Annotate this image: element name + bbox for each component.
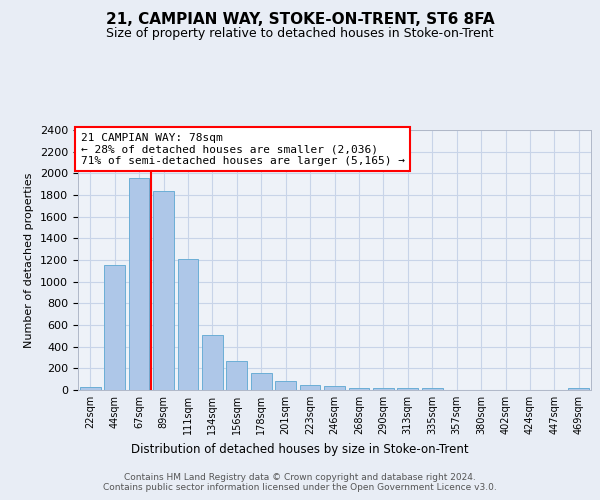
Text: 21, CAMPIAN WAY, STOKE-ON-TRENT, ST6 8FA: 21, CAMPIAN WAY, STOKE-ON-TRENT, ST6 8FA: [106, 12, 494, 28]
Text: Contains HM Land Registry data © Crown copyright and database right 2024.: Contains HM Land Registry data © Crown c…: [124, 472, 476, 482]
Text: 21 CAMPIAN WAY: 78sqm
← 28% of detached houses are smaller (2,036)
71% of semi-d: 21 CAMPIAN WAY: 78sqm ← 28% of detached …: [80, 132, 404, 166]
Bar: [373, 388, 394, 390]
Bar: [299, 385, 320, 390]
Bar: [226, 362, 247, 390]
Bar: [324, 386, 345, 390]
Bar: [275, 382, 296, 390]
Y-axis label: Number of detached properties: Number of detached properties: [25, 172, 34, 348]
Text: Size of property relative to detached houses in Stoke-on-Trent: Size of property relative to detached ho…: [106, 28, 494, 40]
Bar: [80, 387, 101, 390]
Text: Distribution of detached houses by size in Stoke-on-Trent: Distribution of detached houses by size …: [131, 442, 469, 456]
Bar: [349, 388, 370, 390]
Text: Contains public sector information licensed under the Open Government Licence v3: Contains public sector information licen…: [103, 482, 497, 492]
Bar: [422, 388, 443, 390]
Bar: [568, 388, 589, 390]
Bar: [153, 190, 174, 390]
Bar: [397, 388, 418, 390]
Bar: [178, 259, 199, 390]
Bar: [251, 373, 272, 390]
Bar: [202, 335, 223, 390]
Bar: [128, 178, 149, 390]
Bar: [104, 266, 125, 390]
